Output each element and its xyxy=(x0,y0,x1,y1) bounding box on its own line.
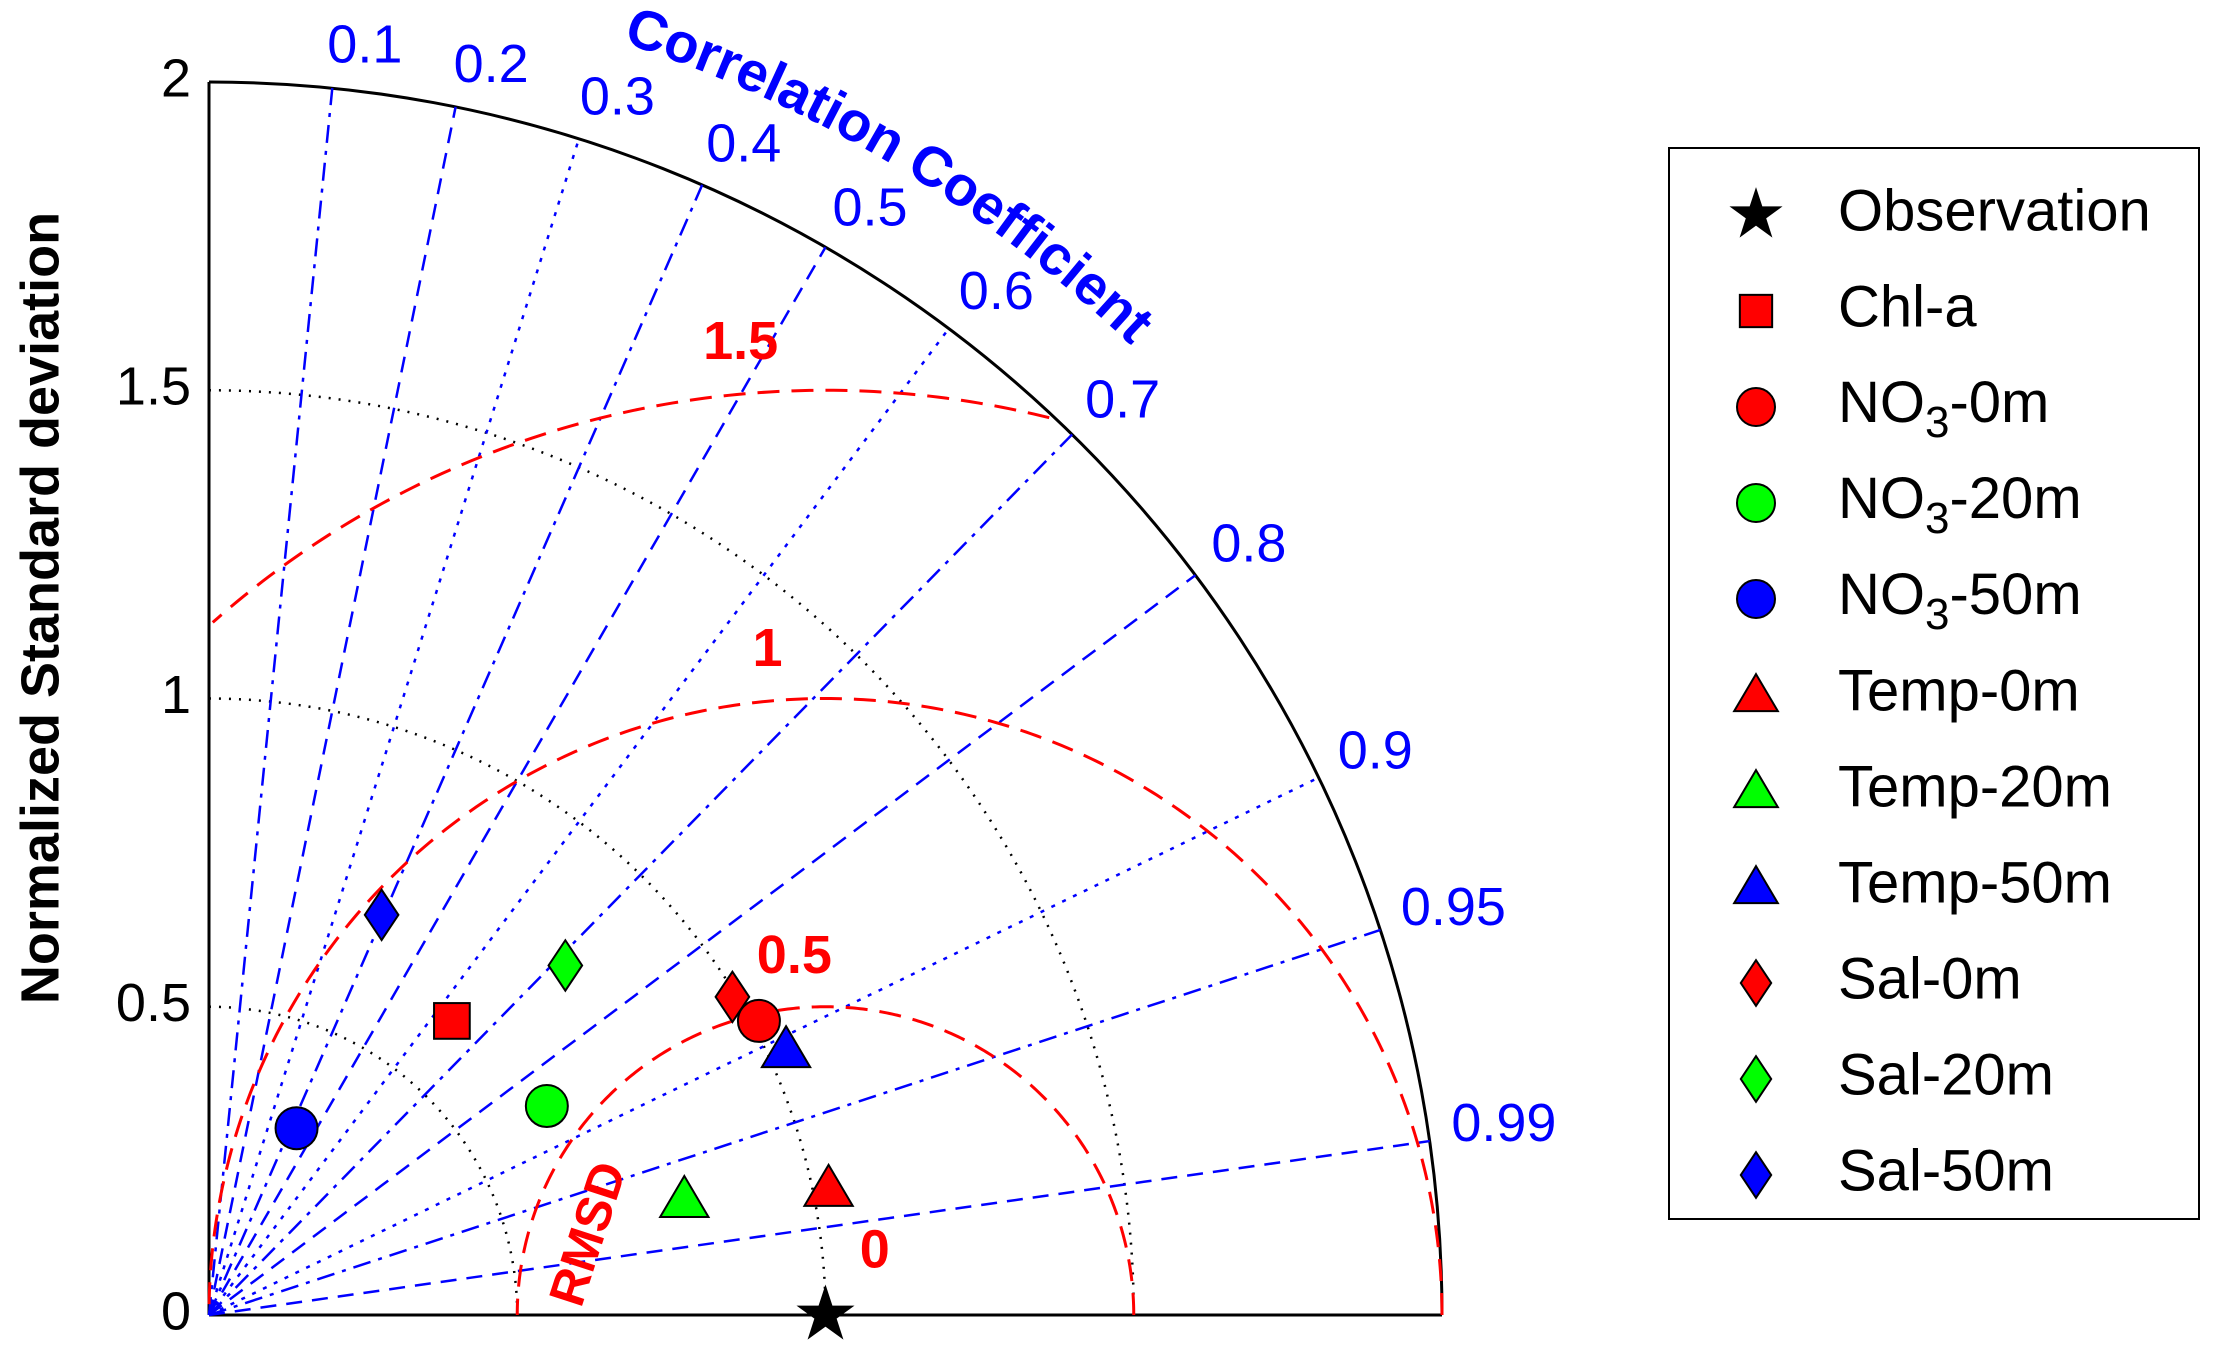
y-axis-label: Normalized Standard deviation xyxy=(10,212,70,1004)
legend-label: Temp-0m xyxy=(1838,658,2080,723)
legend-label: Sal-20m xyxy=(1838,1042,2054,1107)
rmsd-arc xyxy=(207,696,1444,1316)
correlation-line xyxy=(207,88,334,1316)
std-grid-arc xyxy=(208,389,1135,1316)
y-tick-label: 1.5 xyxy=(116,357,191,417)
legend-marker xyxy=(1736,387,1776,427)
legend-label: Temp-50m xyxy=(1838,850,2112,915)
std-grid-arc xyxy=(208,1005,519,1316)
correlation-line xyxy=(208,928,1381,1317)
legend-marker xyxy=(1732,672,1780,713)
data-point xyxy=(658,1174,711,1218)
correlation-tick-label: 0.95 xyxy=(1401,877,1506,937)
correlation-label: Correlation Coefficient xyxy=(618,0,1166,354)
legend-marker xyxy=(1732,768,1780,809)
legend-marker xyxy=(1729,187,1783,238)
legend-marker xyxy=(1736,579,1776,619)
data-point xyxy=(524,1084,569,1129)
legend-marker xyxy=(1739,1150,1773,1200)
rmsd-tick-label: 1 xyxy=(752,618,782,678)
correlation-tick-label: 0.7 xyxy=(1085,369,1160,429)
correlation-tick-label: 0.8 xyxy=(1211,513,1286,573)
legend-label: NO3-50m xyxy=(1838,562,2082,638)
legend-marker xyxy=(1736,483,1776,523)
correlation-tick-label: 0.5 xyxy=(833,177,908,237)
correlation-line xyxy=(207,138,581,1316)
correlation-tick-label: 0.1 xyxy=(327,15,402,75)
data-point xyxy=(760,1024,812,1069)
legend-label: Sal-50m xyxy=(1838,1138,2054,1203)
data-point xyxy=(433,1002,471,1040)
rmsd-label: RMSD xyxy=(538,1155,637,1312)
y-tick-label: 0 xyxy=(161,1281,191,1341)
correlation-label-text: Correlation Coefficient xyxy=(618,0,1166,354)
legend-label: NO3-0m xyxy=(1838,370,2049,446)
y-tick-label: 2 xyxy=(161,48,191,108)
y-tick-label: 1 xyxy=(161,665,191,725)
correlation-line xyxy=(208,433,1073,1316)
std-grid-arc xyxy=(208,697,827,1316)
correlation-line xyxy=(208,574,1197,1317)
rmsd-arc xyxy=(211,388,1050,624)
correlation-line xyxy=(208,1139,1430,1317)
data-point xyxy=(714,969,751,1024)
correlation-tick-label: 0.3 xyxy=(580,66,655,126)
legend-marker xyxy=(1739,1054,1773,1104)
outer-arc xyxy=(208,80,1444,1316)
rmsd-arc xyxy=(515,1005,1136,1316)
correlation-line xyxy=(207,327,950,1316)
legend-marker xyxy=(1732,864,1780,905)
correlation-tick-label: 0.2 xyxy=(454,34,529,94)
legend-label: Sal-0m xyxy=(1838,946,2022,1011)
data-point xyxy=(802,1162,855,1207)
correlation-tick-label: 0.6 xyxy=(959,261,1034,321)
correlation-line xyxy=(208,776,1320,1317)
data-point xyxy=(274,1106,319,1151)
legend-marker xyxy=(1738,293,1774,329)
legend-label: Chl-a xyxy=(1838,274,1977,339)
correlation-line xyxy=(207,106,457,1316)
data-point xyxy=(796,1284,855,1340)
legend-label: Temp-20m xyxy=(1838,754,2112,819)
legend-label: NO3-20m xyxy=(1838,466,2082,542)
legend-marker xyxy=(1739,958,1773,1008)
correlation-tick-label: 0.4 xyxy=(706,114,781,174)
rmsd-tick-label: 0 xyxy=(860,1220,890,1280)
correlation-tick-label: 0.9 xyxy=(1338,721,1413,781)
rmsd-tick-label: 1.5 xyxy=(703,311,778,371)
data-point xyxy=(547,938,584,993)
rmsd-tick-label: 0.5 xyxy=(757,925,832,985)
data-point xyxy=(736,998,781,1043)
y-tick-label: 0.5 xyxy=(116,973,191,1033)
correlation-line xyxy=(207,246,827,1316)
correlation-tick-label: 0.99 xyxy=(1451,1093,1556,1153)
data-point xyxy=(363,887,400,942)
legend-label: Observation xyxy=(1838,178,2151,243)
